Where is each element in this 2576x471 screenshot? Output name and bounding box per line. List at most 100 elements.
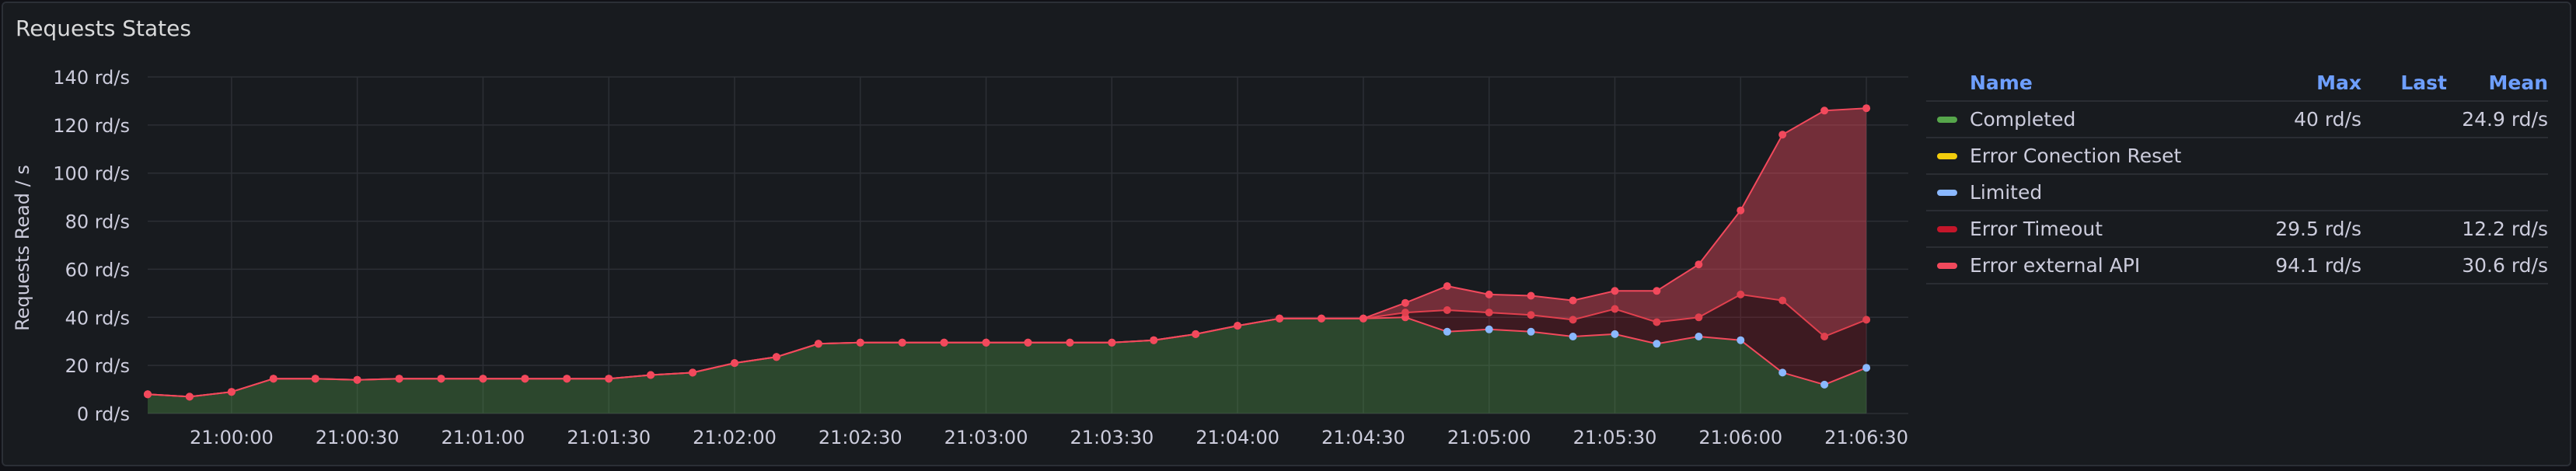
data-point[interactable]	[814, 340, 822, 348]
legend-header-last[interactable]: Last	[2400, 72, 2447, 94]
data-point[interactable]	[1695, 333, 1703, 340]
series-color-swatch	[1937, 225, 1957, 232]
data-point[interactable]	[1150, 336, 1158, 344]
legend-series-name: Error external API	[1970, 254, 2141, 277]
data-point[interactable]	[1862, 316, 1871, 324]
data-point[interactable]	[1653, 287, 1661, 295]
legend-row[interactable]: Error Timeout 29.5 rd/s 12.2 rd/s	[1926, 211, 2548, 248]
y-tick-label: 20 rd/s	[65, 355, 130, 377]
data-point[interactable]	[395, 375, 403, 383]
data-point[interactable]	[940, 338, 948, 347]
data-point[interactable]	[1234, 322, 1242, 330]
data-point[interactable]	[521, 375, 529, 383]
data-point[interactable]	[1443, 282, 1451, 291]
data-point[interactable]	[1527, 327, 1535, 336]
data-point[interactable]	[1695, 313, 1703, 322]
x-tick-label: 21:05:30	[1573, 427, 1657, 448]
y-tick-label: 140 rd/s	[53, 67, 130, 89]
legend-series-name: Error Conection Reset	[1970, 145, 2182, 167]
legend-series: Error Timeout	[1926, 218, 2253, 240]
data-point[interactable]	[1527, 311, 1535, 319]
data-point[interactable]	[1401, 298, 1409, 307]
series-area-completed	[148, 317, 1867, 413]
data-point[interactable]	[1527, 291, 1535, 300]
data-point[interactable]	[1024, 338, 1032, 347]
data-point[interactable]	[144, 390, 152, 399]
data-point[interactable]	[479, 375, 487, 383]
x-tick-label: 21:02:00	[693, 427, 777, 448]
data-point[interactable]	[227, 388, 236, 396]
data-point[interactable]	[185, 392, 194, 401]
legend-row[interactable]: Completed 40 rd/s 24.9 rd/s	[1926, 102, 2548, 138]
data-point[interactable]	[311, 375, 319, 383]
data-point[interactable]	[1485, 325, 1493, 333]
data-point[interactable]	[1401, 309, 1409, 317]
legend-header-mean[interactable]: Mean	[2488, 72, 2548, 94]
data-point[interactable]	[1569, 316, 1577, 324]
legend-series: Error Conection Reset	[1926, 145, 2253, 167]
data-point[interactable]	[1820, 106, 1829, 115]
data-point[interactable]	[982, 338, 990, 347]
data-point[interactable]	[269, 375, 277, 383]
series-color-swatch	[1937, 152, 1957, 159]
data-point[interactable]	[1778, 131, 1787, 139]
data-point[interactable]	[437, 375, 445, 383]
legend-series-name: Limited	[1970, 181, 2043, 204]
data-point[interactable]	[1066, 338, 1074, 347]
legend-series: Limited	[1926, 181, 2253, 204]
data-point[interactable]	[772, 353, 780, 361]
data-point[interactable]	[1695, 260, 1703, 269]
data-point[interactable]	[1318, 314, 1325, 323]
data-point[interactable]	[1276, 314, 1284, 323]
data-point[interactable]	[1485, 290, 1493, 298]
legend-row[interactable]: Error Conection Reset	[1926, 138, 2548, 175]
data-point[interactable]	[605, 375, 613, 383]
x-tick-label: 21:06:30	[1824, 427, 1908, 448]
data-point[interactable]	[856, 338, 864, 347]
data-point[interactable]	[1862, 364, 1871, 372]
data-point[interactable]	[898, 338, 906, 347]
data-point[interactable]	[1443, 327, 1451, 336]
data-point[interactable]	[1485, 309, 1493, 317]
legend-row[interactable]: Limited	[1926, 175, 2548, 211]
data-point[interactable]	[1611, 305, 1619, 313]
legend-header-row: Name Max Last Mean	[1926, 65, 2548, 102]
data-point[interactable]	[1737, 336, 1745, 344]
data-point[interactable]	[1443, 306, 1451, 314]
data-point[interactable]	[1569, 296, 1577, 305]
data-point[interactable]	[1862, 104, 1871, 113]
legend-max-value: 40 rd/s	[2294, 108, 2361, 131]
data-point[interactable]	[1737, 206, 1745, 215]
data-point[interactable]	[1359, 314, 1367, 323]
legend-series-name: Error Timeout	[1970, 218, 2103, 240]
legend-series: Completed	[1926, 108, 2253, 131]
data-point[interactable]	[353, 375, 361, 384]
x-tick-label: 21:04:00	[1196, 427, 1279, 448]
data-point[interactable]	[1778, 368, 1787, 377]
data-point[interactable]	[689, 368, 697, 377]
x-tick-label: 21:03:00	[944, 427, 1028, 448]
data-point[interactable]	[563, 375, 571, 383]
data-point[interactable]	[1569, 333, 1577, 340]
data-point[interactable]	[1653, 318, 1661, 326]
y-tick-label: 60 rd/s	[65, 259, 130, 281]
legend-row[interactable]: Error external API 94.1 rd/s 30.6 rd/s	[1926, 248, 2548, 284]
data-point[interactable]	[1737, 290, 1745, 298]
legend-header-max[interactable]: Max	[2316, 72, 2361, 94]
data-point[interactable]	[1778, 296, 1787, 305]
panel-title: Requests States	[16, 16, 191, 41]
x-tick-label: 21:03:30	[1070, 427, 1154, 448]
legend-header-name[interactable]: Name	[1970, 72, 2033, 94]
data-point[interactable]	[1820, 333, 1829, 340]
data-point[interactable]	[1108, 338, 1116, 347]
data-point[interactable]	[1653, 340, 1661, 348]
data-point[interactable]	[731, 359, 738, 368]
data-point[interactable]	[1611, 287, 1619, 295]
x-tick-label: 21:00:30	[316, 427, 400, 448]
x-tick-label: 21:00:00	[190, 427, 274, 448]
data-point[interactable]	[1611, 330, 1619, 338]
data-point[interactable]	[647, 371, 655, 379]
data-point[interactable]	[1820, 380, 1829, 389]
data-point[interactable]	[1192, 330, 1200, 338]
